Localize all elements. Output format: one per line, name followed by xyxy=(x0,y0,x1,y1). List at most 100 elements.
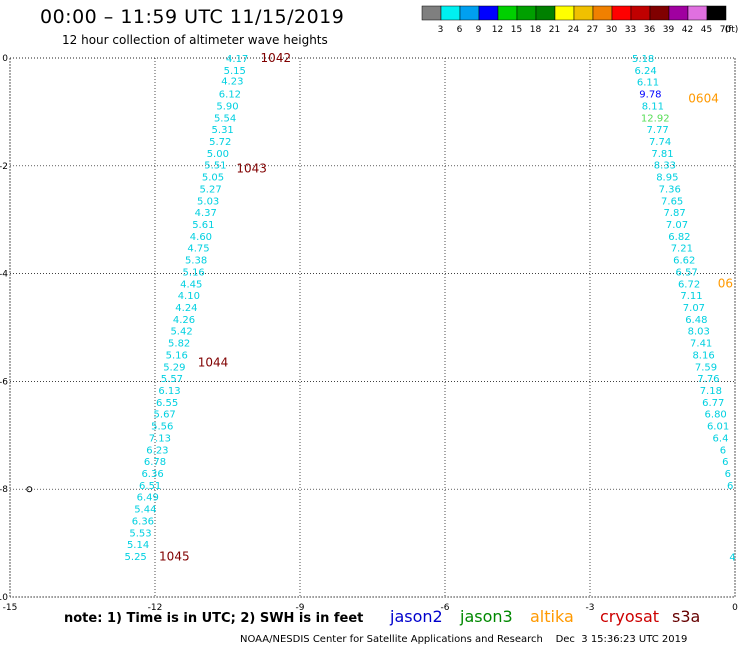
colorbar-swatch xyxy=(497,5,518,21)
colorbar-tick: 36 xyxy=(644,25,656,35)
data-point-label: 7.65 xyxy=(661,196,683,207)
colorbar-swatch xyxy=(649,5,670,21)
legend-jason2: jason2 xyxy=(390,607,443,626)
data-point-label: 7.59 xyxy=(695,362,717,373)
colorbar-swatch xyxy=(478,5,499,21)
colorbar-tick: 27 xyxy=(587,25,598,35)
time-annotation: 1044 xyxy=(198,356,229,370)
chart-grid xyxy=(9,57,736,598)
colorbar-swatch xyxy=(573,5,594,21)
data-point-label: 5.14 xyxy=(127,540,149,551)
colorbar-tick: 12 xyxy=(492,25,503,35)
x-tick-label: -15 xyxy=(3,603,18,613)
data-point-label: 7.21 xyxy=(671,244,693,255)
colorbar-swatch xyxy=(535,5,556,21)
legend-s3a: s3a xyxy=(672,607,701,626)
data-point-label: 6.62 xyxy=(673,256,695,267)
data-point-label: 5.16 xyxy=(183,267,205,278)
data-point-label: 5.18 xyxy=(632,54,654,65)
data-point-label: 4.60 xyxy=(190,232,212,243)
data-point-label: 7.81 xyxy=(651,149,673,160)
colorbar-tick: 39 xyxy=(663,25,675,35)
data-point-label: 4.75 xyxy=(187,244,209,255)
data-point-label: 6.13 xyxy=(158,386,180,397)
data-point-label: 5.61 xyxy=(192,220,214,231)
chart-marks: 4.175.154.23 6.125.905.545.315.725.005.51… xyxy=(26,51,736,564)
data-point-label: 5.03 xyxy=(197,196,219,207)
colorbar-swatch xyxy=(668,5,689,21)
colorbar-tick: 3 xyxy=(438,25,444,35)
colorbar-tick: 33 xyxy=(625,25,636,35)
data-point-label: 6.11 xyxy=(637,78,659,89)
data-point-label: 9.78 xyxy=(639,90,661,101)
data-point-label: 6.36 xyxy=(141,469,163,480)
data-point-label: 6.72 xyxy=(678,279,700,290)
colorbar-swatch xyxy=(592,5,613,21)
y-tick-label: -8 xyxy=(0,485,8,495)
y-tick-label: -4 xyxy=(0,270,8,280)
data-point-label: 6.12 xyxy=(219,90,241,101)
data-point-label: 5.38 xyxy=(185,256,207,267)
data-point-label: 5.25 xyxy=(125,552,147,563)
data-point-label: 5.82 xyxy=(168,339,190,350)
data-point-label: 5.16 xyxy=(166,350,188,361)
data-point-label: 8.11 xyxy=(642,101,664,112)
y-tick-label: -2 xyxy=(0,162,8,172)
data-point-label: 5.53 xyxy=(129,528,151,539)
page-subtitle: 12 hour collection of altimeter wave hei… xyxy=(62,33,328,47)
time-annotation: 1043 xyxy=(236,161,267,175)
x-tick-label: -6 xyxy=(441,603,450,613)
data-point-label: 5.51 xyxy=(204,161,226,172)
colorbar-tick: 30 xyxy=(606,25,618,35)
data-point-label: 6.82 xyxy=(668,232,690,243)
colorbar-swatch xyxy=(611,5,632,21)
colorbar-tick: 24 xyxy=(568,25,580,35)
data-point-label: 6.57 xyxy=(676,267,698,278)
colorbar-tick: (ft) xyxy=(725,25,739,35)
data-point-label: 5.67 xyxy=(154,410,176,421)
data-point-label: 7.41 xyxy=(690,339,712,350)
colorbar-swatch xyxy=(630,5,651,21)
data-point-label: 7.07 xyxy=(683,303,705,314)
data-point-label: 6.78 xyxy=(144,457,166,468)
data-point-label: 7.07 xyxy=(666,220,688,231)
time-annotation: 1045 xyxy=(159,550,190,564)
colorbar-tick: 21 xyxy=(549,25,560,35)
data-point-label: 5.29 xyxy=(163,362,185,373)
colorbar-swatch xyxy=(554,5,575,21)
y-tick-label: -10 xyxy=(0,593,8,603)
data-point-label: 8.95 xyxy=(656,173,678,184)
data-point-label: 5.90 xyxy=(216,101,238,112)
colorbar-swatch xyxy=(706,5,727,21)
data-point-label: 4.23 xyxy=(221,77,243,88)
data-point-label: 4.37 xyxy=(195,208,217,219)
data-point-label: 5.31 xyxy=(212,125,234,136)
data-point-label: 5.27 xyxy=(199,184,221,195)
data-point-label: 4.26 xyxy=(173,315,195,326)
colorbar-tick: 42 xyxy=(682,25,693,35)
time-annotation: 0604 xyxy=(688,91,719,105)
colorbar-tick: 45 xyxy=(701,25,712,35)
data-point-label: 6.80 xyxy=(705,410,727,421)
colorbar-swatch xyxy=(687,5,708,21)
data-point-label: 6.4 xyxy=(713,433,729,444)
colorbar-swatch xyxy=(459,5,480,21)
data-point-label: 6.77 xyxy=(702,398,724,409)
colorbar-tick: 15 xyxy=(511,25,522,35)
data-point-label: 8.03 xyxy=(688,327,710,338)
chart-axes: -15 -12 -9 -6 -3 0 0 -2 -4 -6 -8 -10 xyxy=(0,54,738,613)
data-point-label: 7.36 xyxy=(659,184,681,195)
x-tick-label: -9 xyxy=(296,603,305,613)
colorbar-tick: 70 xyxy=(720,25,732,35)
x-tick-label: 0 xyxy=(732,603,738,613)
y-tick-label: 0 xyxy=(2,54,8,64)
legend-jason3: jason3 xyxy=(460,607,513,626)
data-point-label: 5.44 xyxy=(134,505,156,516)
data-point-label: 7.87 xyxy=(663,208,685,219)
plot-frame xyxy=(9,57,736,598)
data-point-label: 8.16 xyxy=(692,350,714,361)
data-point-label: 6.01 xyxy=(707,422,729,433)
data-point-label: 4.17 xyxy=(226,54,248,65)
data-point-label: 6.36 xyxy=(132,516,154,527)
